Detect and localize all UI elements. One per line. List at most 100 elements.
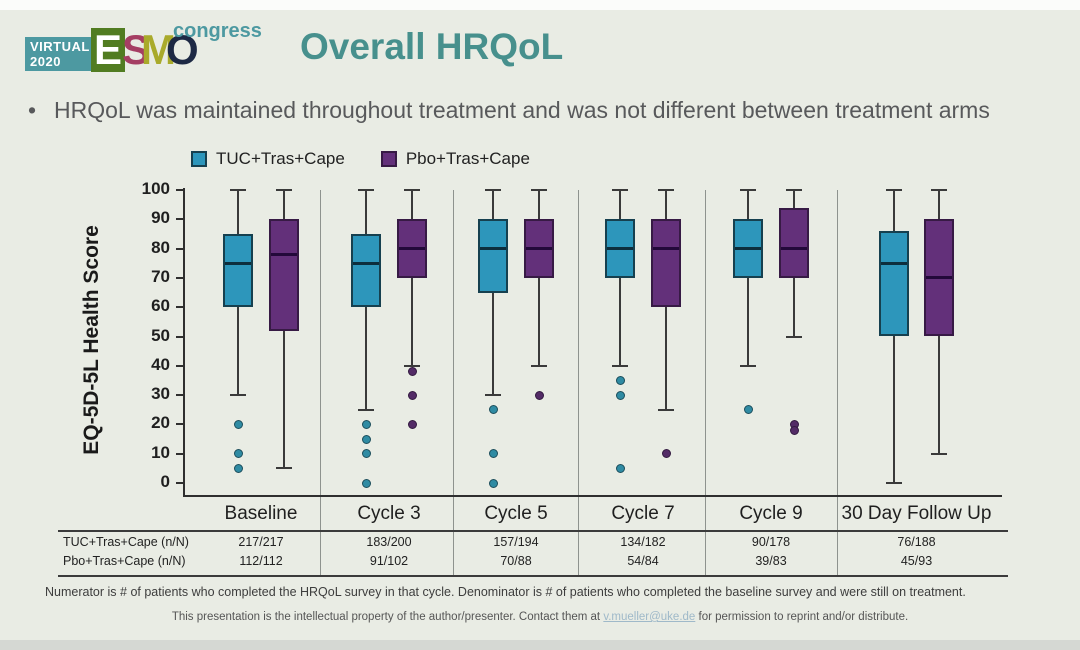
whisker-cap-pbo — [404, 189, 420, 191]
copyright-suffix: for permission to reprint and/or distrib… — [695, 611, 909, 623]
legend-label-tuc: TUC+Tras+Cape — [216, 149, 345, 168]
x-axis-line — [183, 495, 1002, 497]
y-tick-label: 10 — [151, 442, 170, 462]
virtual-label: VIRTUAL — [30, 39, 90, 54]
congress-label: congress — [173, 20, 262, 42]
whisker-line-pbo — [538, 190, 540, 366]
y-tick-label: 20 — [151, 413, 170, 433]
category-label: Cycle 3 — [357, 503, 421, 524]
y-tick-label: 60 — [151, 296, 170, 316]
pbo-color-swatch-icon — [380, 151, 397, 167]
y-tick-label: 30 — [151, 384, 170, 404]
y-tick-mark — [176, 247, 184, 250]
y-tick-label: 70 — [151, 266, 170, 286]
y-tick-label: 50 — [151, 325, 170, 345]
numerator-footnote: Numerator is # of patients who completed… — [45, 585, 966, 599]
category-label: Cycle 5 — [484, 503, 548, 524]
median-line-tuc — [607, 247, 633, 251]
esmo-letter-o: O — [166, 26, 199, 73]
y-tick-mark — [176, 423, 184, 426]
outlier-dot-pbo — [661, 449, 671, 459]
box-tuc — [351, 233, 381, 308]
whisker-cap-tuc — [485, 189, 501, 191]
outlier-dot-tuc — [361, 449, 371, 459]
box-pbo — [651, 219, 681, 308]
esmo-letter-e: E — [91, 28, 126, 72]
whisker-cap-tuc — [485, 394, 501, 397]
median-line-pbo — [526, 247, 552, 251]
whisker-cap-tuc — [358, 408, 374, 411]
category-label: 30 Day Follow Up — [841, 503, 992, 524]
box-tuc — [478, 219, 508, 293]
outlier-dot-tuc — [361, 478, 371, 488]
esmo-letter-s: S — [122, 26, 151, 73]
table-value: 112/112 — [239, 554, 283, 568]
category-separator-line — [578, 190, 579, 576]
whisker-cap-pbo — [931, 189, 947, 191]
table-value: 157/194 — [493, 535, 539, 549]
median-line-pbo — [781, 247, 807, 251]
whisker-cap-pbo — [786, 189, 802, 191]
outlier-dot-tuc — [233, 463, 243, 473]
whisker-line-tuc — [893, 190, 895, 483]
outlier-dot-pbo — [407, 390, 417, 400]
whisker-cap-pbo — [531, 364, 547, 367]
category-label: Cycle 7 — [611, 503, 675, 524]
bullet-marker: • — [28, 97, 37, 123]
outlier-dot-tuc — [615, 375, 625, 385]
table-value: 134/182 — [620, 535, 666, 549]
whisker-cap-tuc — [230, 394, 246, 397]
outlier-dot-pbo — [534, 390, 544, 400]
median-line-tuc — [225, 261, 251, 265]
table-bottom-line — [58, 575, 1008, 577]
y-tick-label: 90 — [151, 208, 170, 228]
outlier-dot-tuc — [488, 405, 498, 415]
outlier-dot-tuc — [488, 478, 498, 488]
outlier-dot-pbo — [407, 367, 417, 377]
table-value: 90/178 — [751, 535, 791, 549]
y-tick-mark — [176, 364, 184, 367]
table-value: 91/102 — [369, 554, 409, 568]
outlier-dot-tuc — [361, 434, 371, 444]
whisker-cap-pbo — [404, 364, 420, 367]
esmo-letter-m: M — [141, 26, 177, 73]
median-line-tuc — [353, 261, 379, 265]
median-line-pbo — [399, 247, 425, 251]
whisker-cap-pbo — [786, 335, 802, 338]
esmo-wordmark: ESMO — [91, 28, 199, 76]
whisker-cap-tuc — [740, 189, 756, 191]
table-value: 217/217 — [238, 535, 284, 549]
median-line-tuc — [480, 247, 506, 251]
whisker-cap-pbo — [658, 408, 674, 411]
table-value: 76/188 — [897, 535, 936, 549]
contact-email-link[interactable]: v.mueller@uke.de — [603, 611, 696, 623]
whisker-cap-tuc — [886, 482, 902, 484]
whisker-cap-pbo — [531, 189, 547, 191]
median-line-pbo — [926, 276, 952, 280]
table-value: 45/93 — [900, 554, 933, 568]
table-value: 54/84 — [627, 554, 659, 568]
legend-item-tuc: TUC+Tras+Cape — [191, 149, 345, 169]
median-line-tuc — [881, 261, 907, 265]
y-tick-label: 100 — [141, 179, 170, 198]
median-line-tuc — [735, 247, 761, 251]
category-label: Baseline — [224, 503, 298, 524]
y-tick-mark — [176, 276, 184, 279]
table-row-label: Pbo+Tras+Cape (n/N) — [63, 554, 186, 568]
box-tuc — [223, 233, 253, 308]
table-top-line — [58, 530, 1008, 532]
whisker-cap-tuc — [358, 189, 374, 191]
table-value: 70/88 — [500, 554, 532, 568]
whisker-cap-tuc — [740, 364, 756, 367]
whisker-cap-pbo — [276, 467, 292, 470]
copyright-prefix: This presentation is the intellectual pr… — [171, 611, 604, 623]
outlier-dot-tuc — [615, 463, 625, 473]
box-tuc — [879, 231, 909, 337]
category-separator-line — [705, 190, 706, 576]
whisker-cap-tuc — [230, 189, 246, 191]
y-tick-mark — [176, 306, 184, 309]
key-message-bullet: • HRQoL was maintained throughout treatme… — [28, 97, 1058, 124]
y-tick-mark — [176, 394, 184, 397]
category-separator-line — [453, 190, 454, 576]
y-tick-label: 0 — [160, 472, 170, 491]
